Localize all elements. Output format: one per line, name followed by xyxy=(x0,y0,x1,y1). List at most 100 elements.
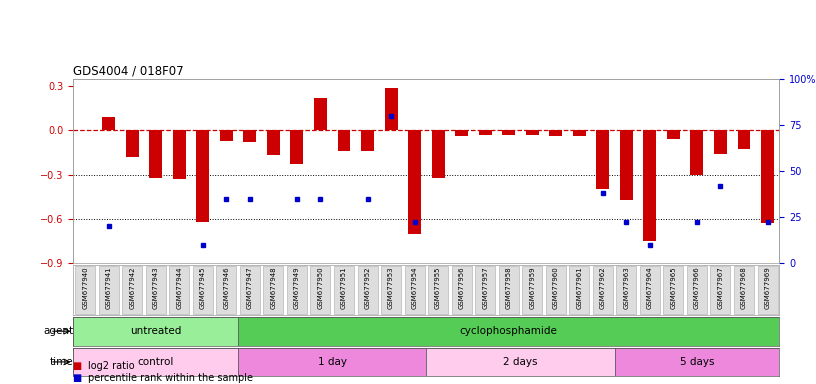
Bar xyxy=(432,130,445,177)
Text: GSM677959: GSM677959 xyxy=(530,266,535,309)
Text: GSM677949: GSM677949 xyxy=(294,266,300,309)
Bar xyxy=(408,130,421,233)
FancyBboxPatch shape xyxy=(405,266,424,314)
Bar xyxy=(596,130,610,189)
Text: control: control xyxy=(138,357,174,367)
FancyBboxPatch shape xyxy=(169,266,189,314)
Text: agent: agent xyxy=(43,326,73,336)
Text: GDS4004 / 018F07: GDS4004 / 018F07 xyxy=(73,65,184,78)
Text: 2 days: 2 days xyxy=(503,357,538,367)
Text: GSM677940: GSM677940 xyxy=(82,266,88,309)
Bar xyxy=(502,130,515,135)
Text: log2 ratio: log2 ratio xyxy=(88,361,135,371)
Text: untreated: untreated xyxy=(130,326,181,336)
FancyBboxPatch shape xyxy=(426,348,614,376)
FancyBboxPatch shape xyxy=(711,266,730,314)
FancyBboxPatch shape xyxy=(73,348,238,376)
FancyBboxPatch shape xyxy=(99,266,119,314)
Text: GSM677961: GSM677961 xyxy=(576,266,583,309)
Bar xyxy=(220,130,233,141)
Text: GSM677947: GSM677947 xyxy=(247,266,253,309)
FancyBboxPatch shape xyxy=(757,266,778,314)
Text: cyclophosphamide: cyclophosphamide xyxy=(459,326,557,336)
Text: GSM677968: GSM677968 xyxy=(741,266,747,309)
Text: GSM677962: GSM677962 xyxy=(600,266,605,309)
Text: GSM677963: GSM677963 xyxy=(623,266,629,309)
Bar xyxy=(338,130,351,151)
Text: 5 days: 5 days xyxy=(680,357,714,367)
Text: 1 day: 1 day xyxy=(317,357,347,367)
Text: GSM677966: GSM677966 xyxy=(694,266,700,309)
FancyBboxPatch shape xyxy=(216,266,237,314)
Text: GSM677965: GSM677965 xyxy=(671,266,676,309)
FancyBboxPatch shape xyxy=(614,348,779,376)
Text: GSM677941: GSM677941 xyxy=(106,266,112,309)
FancyBboxPatch shape xyxy=(616,266,636,314)
Bar xyxy=(102,117,115,130)
FancyBboxPatch shape xyxy=(73,317,238,346)
FancyBboxPatch shape xyxy=(357,266,378,314)
Bar xyxy=(290,130,304,164)
FancyBboxPatch shape xyxy=(592,266,613,314)
Text: GSM677952: GSM677952 xyxy=(365,266,370,309)
Text: time: time xyxy=(50,357,73,367)
FancyBboxPatch shape xyxy=(122,266,142,314)
Text: GSM677951: GSM677951 xyxy=(341,266,347,309)
Text: GSM677954: GSM677954 xyxy=(411,266,418,309)
FancyBboxPatch shape xyxy=(640,266,660,314)
Bar xyxy=(573,130,586,136)
FancyBboxPatch shape xyxy=(546,266,565,314)
Bar xyxy=(643,130,656,241)
FancyBboxPatch shape xyxy=(193,266,213,314)
Bar xyxy=(384,88,397,130)
FancyBboxPatch shape xyxy=(334,266,354,314)
Bar xyxy=(173,130,186,179)
Text: ■: ■ xyxy=(73,361,86,371)
Text: GSM677945: GSM677945 xyxy=(200,266,206,309)
Bar xyxy=(243,130,256,142)
FancyBboxPatch shape xyxy=(264,266,283,314)
Bar xyxy=(761,130,774,223)
Bar xyxy=(197,130,210,222)
FancyBboxPatch shape xyxy=(428,266,448,314)
Bar xyxy=(126,130,139,157)
Bar xyxy=(314,98,327,130)
Bar xyxy=(690,130,703,175)
FancyBboxPatch shape xyxy=(238,348,426,376)
Text: ■: ■ xyxy=(73,373,86,383)
Text: GSM677950: GSM677950 xyxy=(317,266,323,309)
Bar xyxy=(526,130,539,135)
Text: GSM677960: GSM677960 xyxy=(552,266,559,309)
Text: GSM677967: GSM677967 xyxy=(717,266,724,309)
Bar xyxy=(149,130,162,177)
Text: GSM677942: GSM677942 xyxy=(129,266,135,309)
Bar xyxy=(667,130,680,139)
FancyBboxPatch shape xyxy=(381,266,401,314)
FancyBboxPatch shape xyxy=(570,266,589,314)
Bar xyxy=(549,130,562,136)
Bar xyxy=(267,130,280,156)
Text: GSM677957: GSM677957 xyxy=(482,266,488,309)
FancyBboxPatch shape xyxy=(287,266,307,314)
FancyBboxPatch shape xyxy=(499,266,519,314)
FancyBboxPatch shape xyxy=(238,317,779,346)
Text: GSM677969: GSM677969 xyxy=(765,266,770,309)
Bar xyxy=(620,130,633,200)
FancyBboxPatch shape xyxy=(663,266,684,314)
Text: GSM677948: GSM677948 xyxy=(270,266,277,309)
Text: GSM677964: GSM677964 xyxy=(647,266,653,309)
FancyBboxPatch shape xyxy=(75,266,95,314)
Text: GSM677944: GSM677944 xyxy=(176,266,182,309)
Bar xyxy=(361,130,374,151)
Text: GSM677953: GSM677953 xyxy=(388,266,394,309)
FancyBboxPatch shape xyxy=(687,266,707,314)
FancyBboxPatch shape xyxy=(475,266,495,314)
FancyBboxPatch shape xyxy=(451,266,472,314)
Text: GSM677956: GSM677956 xyxy=(459,266,464,309)
Text: GSM677946: GSM677946 xyxy=(224,266,229,309)
Text: GSM677955: GSM677955 xyxy=(435,266,441,309)
FancyBboxPatch shape xyxy=(734,266,754,314)
Text: GSM677958: GSM677958 xyxy=(506,266,512,309)
FancyBboxPatch shape xyxy=(310,266,330,314)
Bar xyxy=(479,130,492,135)
